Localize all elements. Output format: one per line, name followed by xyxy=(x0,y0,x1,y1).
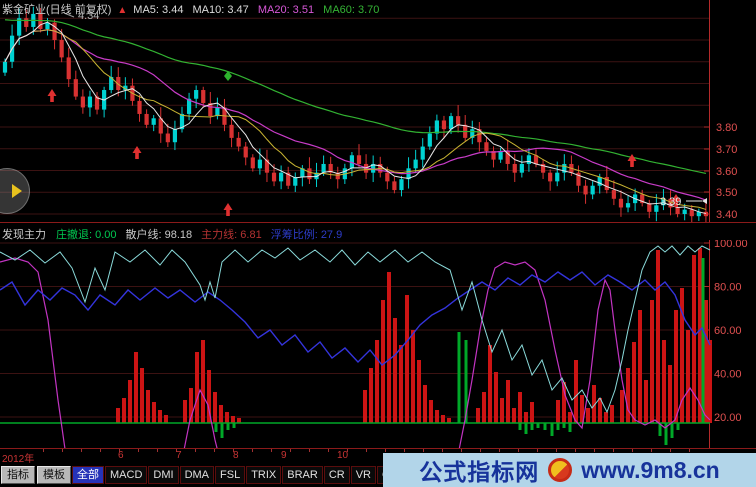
svg-text:40.00: 40.00 xyxy=(714,369,742,381)
panel-divider xyxy=(0,222,756,223)
time-tick xyxy=(290,449,291,452)
template-button[interactable]: 模板 xyxy=(37,466,71,484)
month-label: 9 xyxy=(281,450,287,461)
time-tick xyxy=(423,449,424,452)
indicator-label-row: 发现主力 庄撤退: 0.00 散户线: 98.18 主力线: 6.81 浮筹比例: 27… xyxy=(2,226,360,241)
indicator-fields: 庄撤退: 0.00 散户线: 98.18 主力线: 6.81 浮筹比例: 27.9 xyxy=(56,229,351,241)
svg-text:3.80: 3.80 xyxy=(716,122,737,134)
time-tick xyxy=(499,449,500,452)
time-tick xyxy=(176,449,177,452)
indicator-field: 散户线: 98.18 xyxy=(125,229,193,241)
ma10-label: MA10: 3.47 xyxy=(192,4,249,16)
year-label: 2012年 xyxy=(2,454,35,465)
svg-text:3.50: 3.50 xyxy=(716,187,737,199)
svg-text:100.00: 100.00 xyxy=(714,240,748,250)
indicator-field: 主力线: 6.81 xyxy=(201,229,262,241)
svg-text:3.39: 3.39 xyxy=(660,196,681,208)
watermark-logo-icon xyxy=(548,458,573,482)
time-tick xyxy=(347,449,348,452)
time-tick xyxy=(575,449,576,452)
time-tick xyxy=(651,449,652,452)
indicator-field: 庄撤退: 0.00 xyxy=(56,229,117,241)
time-tick xyxy=(537,449,538,452)
indicator-button[interactable]: 指标 xyxy=(1,466,35,484)
time-tick xyxy=(271,449,272,452)
time-tick xyxy=(689,449,690,452)
indicator-tab-fsl[interactable]: FSL xyxy=(215,466,246,484)
time-tick xyxy=(461,449,462,452)
time-tick xyxy=(309,449,310,452)
watermark-url: www.9m8.cn xyxy=(581,456,720,483)
time-tick xyxy=(670,449,671,452)
svg-text:20.00: 20.00 xyxy=(714,412,742,424)
time-tick xyxy=(385,449,386,452)
svg-text:3.60: 3.60 xyxy=(716,166,737,178)
ma5-label: MA5: 3.44 xyxy=(133,4,184,16)
time-tick xyxy=(252,449,253,452)
favorite-arrow-icon: ▲ xyxy=(117,5,128,16)
time-tick xyxy=(556,449,557,452)
chart-title-row: 紫金矿业(日线 前复权) ▲ MA5: 3.44 MA10: 3.47 MA20: … xyxy=(2,1,385,16)
time-tick xyxy=(233,449,234,452)
time-tick xyxy=(632,449,633,452)
month-label: 7 xyxy=(176,450,182,461)
time-tick xyxy=(366,449,367,452)
indicator-chart: 100.00 80.00 60.00 40.00 20.00 xyxy=(0,240,748,448)
svg-text:3.70: 3.70 xyxy=(716,144,737,156)
indicator-tab-vr[interactable]: VR xyxy=(350,466,376,484)
svg-text:3.40: 3.40 xyxy=(716,209,737,221)
time-tick xyxy=(613,449,614,452)
time-tick xyxy=(404,449,405,452)
symbol-title: 紫金矿业(日线 前复权) xyxy=(2,4,112,16)
watermark-site-name: 公式指标网 xyxy=(419,459,540,485)
time-tick xyxy=(119,449,120,452)
time-tick xyxy=(214,449,215,452)
indicator-tab-dmi[interactable]: DMI xyxy=(148,466,179,484)
main-candlestick-chart: 3.80 3.70 3.60 3.50 3.40 4.34 3.39 xyxy=(0,0,737,222)
svg-text:80.00: 80.00 xyxy=(714,282,742,294)
indicator-tab-cr[interactable]: CR xyxy=(323,466,350,484)
time-tick xyxy=(138,449,139,452)
time-tick xyxy=(594,449,595,452)
time-tick xyxy=(480,449,481,452)
indicator-tab-macd[interactable]: MACD xyxy=(105,466,148,484)
time-tick xyxy=(43,449,44,452)
watermark-banner[interactable]: 公式指标网 www.9m8.cn xyxy=(383,453,756,487)
time-tick xyxy=(328,449,329,452)
time-tick xyxy=(100,449,101,452)
indicator-tab-dma[interactable]: DMA xyxy=(179,466,215,484)
ma60-label: MA60: 3.70 xyxy=(323,4,380,16)
time-tick xyxy=(442,449,443,452)
time-tick xyxy=(81,449,82,452)
month-label: 8 xyxy=(233,450,239,461)
indicator-tab-全部[interactable]: 全部 xyxy=(72,466,104,484)
indicator-tab-trix[interactable]: TRIX xyxy=(246,466,282,484)
time-tick xyxy=(62,449,63,452)
indicator-field: 浮筹比例: 27.9 xyxy=(270,229,343,241)
time-tick xyxy=(157,449,158,452)
indicator-name: 发现主力 xyxy=(2,229,46,241)
svg-text:4.34: 4.34 xyxy=(78,10,99,22)
month-label: 10 xyxy=(337,450,349,461)
joystick-right-arrow-icon xyxy=(12,184,22,198)
indicator-tab-brar[interactable]: BRAR xyxy=(282,466,323,484)
month-label: 6 xyxy=(118,450,124,461)
ma20-label: MA20: 3.51 xyxy=(257,4,315,16)
time-tick xyxy=(518,449,519,452)
time-tick xyxy=(195,449,196,452)
svg-text:60.00: 60.00 xyxy=(714,325,742,337)
